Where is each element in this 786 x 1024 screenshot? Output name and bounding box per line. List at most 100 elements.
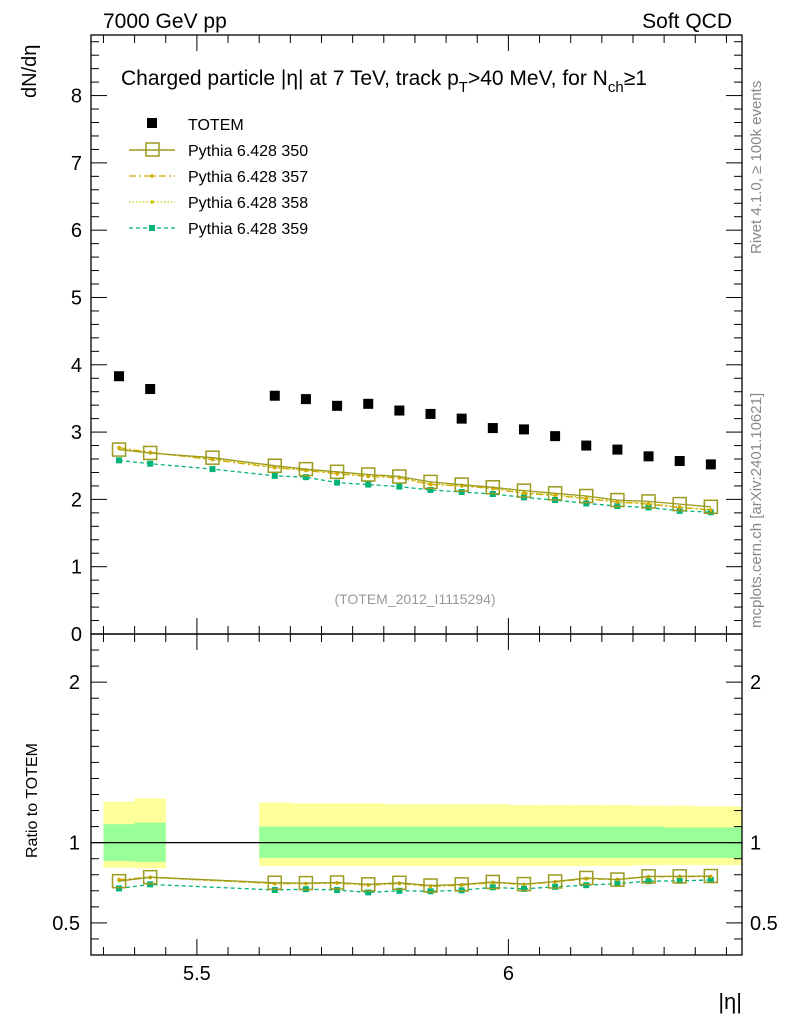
ratio-tick-label-left-1: 1 [69,833,80,855]
ratio-point-p350-4 [329,875,345,890]
y-tick-label-8: 8 [71,86,82,108]
ratio-point-p359-11 [552,883,559,890]
main-point-p357-13 [584,496,589,501]
main-point-p357-0 [117,445,121,450]
main-point-p357-5 [335,472,339,476]
main-point-p359-6 [365,481,372,488]
main-point-p357-16 [677,505,682,510]
data-point-12 [581,440,592,451]
data-point-14 [643,451,654,462]
data-point-13 [612,444,623,455]
legend-label-p358: Pythia 6.428 358 [188,195,308,212]
main-point-p357-15 [646,502,651,506]
data-point-4 [332,400,343,411]
main-point-p357-11 [522,491,526,496]
ratio-point-p359-16 [707,877,714,884]
y-tick-label-7: 7 [71,153,82,175]
main-point-p357-17 [709,508,713,512]
ratio-line-p357 [118,875,711,888]
data-point-2 [269,390,280,401]
legend: TOTEM Pythia 6.428 350 Pythia 6.428 357 … [129,117,308,238]
data-point-7 [425,408,436,419]
title-sub-2: ch [608,79,624,96]
ratio-point-p359-6 [396,887,403,894]
ratio-point-p350-11 [547,874,563,889]
ratio-point-p350-6 [392,875,407,891]
ratio-tick-label-left-2: 2 [69,672,80,694]
ratio-panel [91,798,742,869]
data-point-16 [705,459,716,470]
mcplots-label: mcplots.cern.ch [arXiv:2401.10621] [748,393,765,628]
data-point-6 [394,405,405,416]
main-point-p359-9 [458,488,465,495]
ratio-frame [90,633,743,956]
ratio-point-p359-4 [334,886,341,893]
main-line-p357 [118,446,711,511]
y-tick-label-1: 1 [71,557,82,579]
header-right: Soft QCD [642,10,732,33]
main-point-p357-14 [615,500,620,504]
x-tick-label-0: 5.5 [183,963,211,985]
main-line-p359 [118,459,711,513]
data-point-11 [550,431,561,442]
ratio-tick-label-left-0: 0.5 [52,913,80,935]
main-point-p359-2 [209,466,216,473]
ratio-point-p359-13 [614,880,621,887]
main-point-p350-2 [205,450,220,465]
y-tick-label-0: 0 [71,624,82,646]
y-axis-label: dN/dη [19,45,41,98]
legend-marker-p358 [150,200,154,204]
main-point-p350-13 [579,488,594,504]
main-point-p350-1 [142,445,158,461]
ratio-point-p350-10 [516,876,532,892]
main-point-p359-13 [583,500,590,507]
main-point-p350-7 [392,469,407,484]
main-point-p357-12 [553,493,557,498]
title-part-a: Charged particle |η| at 7 TeV, track p [121,67,459,90]
main-point-p359-3 [271,472,278,479]
legend-label-data: TOTEM [188,117,244,134]
ratio-point-p350-7 [423,878,438,893]
main-point-p357-8 [428,482,433,487]
ratio-point-p359-5 [365,889,372,896]
main-point-p350-4 [298,461,314,477]
main-point-p350-8 [423,474,438,490]
data-point-5 [363,398,374,409]
ratio-point-p350-8 [454,877,469,892]
ratio-point-p350-12 [579,870,594,886]
main-marks [111,371,719,516]
main-point-p350-11 [516,483,532,498]
ratio-point-p350-13 [610,872,625,887]
main-line-p350 [118,448,711,508]
x-axis-label: |η| [718,989,742,1014]
ratio-point-p350-16 [703,868,719,884]
ratio-tick-label-right-2: 2 [750,672,761,694]
main-point-p359-1 [147,460,154,467]
y-tick-label-6: 6 [71,220,82,242]
main-point-p359-8 [427,486,434,493]
data-point-9 [487,423,498,434]
main-point-p350-14 [610,492,625,508]
title-sub-1: T [459,79,468,96]
y-tick-label-3: 3 [71,422,82,444]
header-left: 7000 GeV pp [103,10,227,33]
axes: 5.5 6 0 1 2 3 4 5 6 7 8 0.5 0.5 1 1 2 2 [52,34,778,985]
main-point-p350-6 [360,467,376,482]
ratio-y-axis-label: Ratio to TOTEM [24,743,41,858]
data-point-1 [145,384,156,395]
data-point-10 [518,424,529,435]
legend-label-p359: Pythia 6.428 359 [188,221,308,238]
main-point-p357-3 [272,465,277,470]
ratio-point-p350-9 [485,874,501,890]
y-tick-label-2: 2 [71,489,82,511]
data-point-0 [114,371,125,382]
ratio-point-p359-15 [676,877,683,884]
ratio-point-p359-10 [520,885,527,892]
ratio-point-p359-14 [645,878,652,885]
ratio-point-p350-1 [142,869,158,885]
rivet-label: Rivet 4.1.0, ≥ 100k events [748,81,765,254]
ratio-tick-label-right-1: 1 [750,833,761,855]
ratio-tick-label-right-0: 0.5 [750,913,778,935]
main-point-p350-0 [111,442,127,457]
title-part-b: >40 MeV, for N [468,67,608,90]
